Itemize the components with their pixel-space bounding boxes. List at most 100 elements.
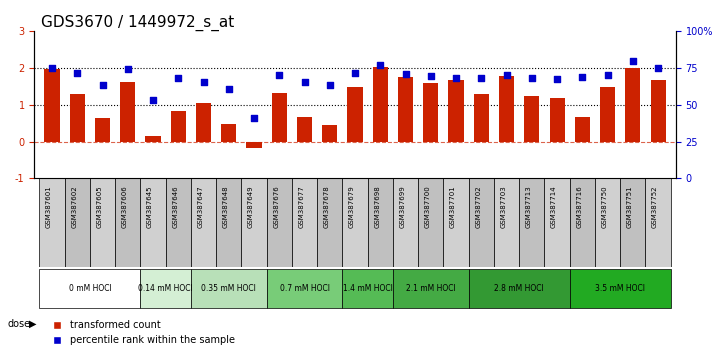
Bar <box>44 69 60 142</box>
Bar <box>146 136 161 142</box>
Point <box>501 72 513 78</box>
Text: dose: dose <box>7 319 31 329</box>
Point <box>173 75 184 81</box>
Bar <box>272 93 287 142</box>
Bar <box>499 76 514 142</box>
Text: 0 mM HOCl: 0 mM HOCl <box>68 284 111 293</box>
Bar <box>625 68 641 142</box>
Point <box>374 62 386 68</box>
Text: GSM387601: GSM387601 <box>46 185 52 228</box>
Text: GSM387676: GSM387676 <box>273 185 280 228</box>
Text: GSM387713: GSM387713 <box>526 185 532 228</box>
Text: GSM387716: GSM387716 <box>577 185 582 228</box>
FancyBboxPatch shape <box>469 269 570 308</box>
FancyBboxPatch shape <box>342 269 393 308</box>
Text: GSM387699: GSM387699 <box>400 185 405 228</box>
FancyBboxPatch shape <box>266 178 292 267</box>
Bar <box>524 96 539 142</box>
Point <box>122 66 134 72</box>
Bar <box>600 87 615 142</box>
Text: GSM387751: GSM387751 <box>627 185 633 228</box>
Text: 0.35 mM HOCl: 0.35 mM HOCl <box>202 284 256 293</box>
Bar <box>70 94 85 142</box>
Bar <box>651 80 665 142</box>
FancyBboxPatch shape <box>266 269 342 308</box>
Bar <box>347 87 363 142</box>
FancyBboxPatch shape <box>469 178 494 267</box>
Text: GSM387702: GSM387702 <box>475 185 481 228</box>
FancyBboxPatch shape <box>545 178 570 267</box>
FancyBboxPatch shape <box>393 178 418 267</box>
Text: 0.7 mM HOCl: 0.7 mM HOCl <box>280 284 330 293</box>
Point <box>198 79 210 85</box>
FancyBboxPatch shape <box>418 178 443 267</box>
Bar <box>297 117 312 142</box>
Text: GSM387605: GSM387605 <box>97 185 103 228</box>
Text: 3.5 mM HOCl: 3.5 mM HOCl <box>596 284 645 293</box>
Text: GSM387700: GSM387700 <box>425 185 431 228</box>
FancyBboxPatch shape <box>39 178 65 267</box>
Text: GSM387602: GSM387602 <box>71 185 77 228</box>
FancyBboxPatch shape <box>292 178 317 267</box>
Point <box>324 82 336 88</box>
Point <box>71 71 83 76</box>
Point <box>248 115 260 121</box>
Legend: transformed count, percentile rank within the sample: transformed count, percentile rank withi… <box>49 316 239 349</box>
Bar <box>474 94 489 142</box>
Text: 1.4 mM HOCl: 1.4 mM HOCl <box>343 284 392 293</box>
Point <box>298 79 310 85</box>
Text: GSM387677: GSM387677 <box>298 185 304 228</box>
FancyBboxPatch shape <box>216 178 242 267</box>
FancyBboxPatch shape <box>342 178 368 267</box>
Point <box>627 58 638 63</box>
Point <box>551 76 563 82</box>
Text: GSM387750: GSM387750 <box>601 185 608 228</box>
Text: GSM387714: GSM387714 <box>551 185 557 228</box>
Text: GSM387678: GSM387678 <box>324 185 330 228</box>
FancyBboxPatch shape <box>141 178 166 267</box>
Point <box>526 75 538 81</box>
Bar <box>373 67 388 142</box>
FancyBboxPatch shape <box>141 269 191 308</box>
FancyBboxPatch shape <box>595 178 620 267</box>
FancyBboxPatch shape <box>65 178 90 267</box>
FancyBboxPatch shape <box>620 178 646 267</box>
Text: GSM387703: GSM387703 <box>501 185 507 228</box>
Bar <box>423 83 438 142</box>
Point <box>147 97 159 103</box>
FancyBboxPatch shape <box>368 178 393 267</box>
Bar <box>550 98 565 142</box>
Bar <box>95 118 110 142</box>
Bar <box>196 103 211 142</box>
Bar <box>448 80 464 142</box>
Point <box>349 70 361 76</box>
FancyBboxPatch shape <box>115 178 141 267</box>
FancyBboxPatch shape <box>191 269 266 308</box>
Bar <box>247 142 261 148</box>
Text: 2.1 mM HOCl: 2.1 mM HOCl <box>406 284 456 293</box>
FancyBboxPatch shape <box>242 178 266 267</box>
Bar <box>120 81 135 142</box>
Text: GSM387752: GSM387752 <box>652 185 658 228</box>
Bar <box>221 124 237 142</box>
Point <box>577 74 588 80</box>
Text: 0.14 mM HOCl: 0.14 mM HOCl <box>138 284 193 293</box>
Point <box>602 72 614 78</box>
FancyBboxPatch shape <box>166 178 191 267</box>
FancyBboxPatch shape <box>494 178 519 267</box>
Text: GDS3670 / 1449972_s_at: GDS3670 / 1449972_s_at <box>41 15 234 31</box>
FancyBboxPatch shape <box>646 178 670 267</box>
Text: GSM387679: GSM387679 <box>349 185 355 228</box>
Text: GSM387648: GSM387648 <box>223 185 229 228</box>
Point <box>400 72 411 77</box>
FancyBboxPatch shape <box>570 269 670 308</box>
Text: GSM387649: GSM387649 <box>248 185 254 228</box>
Point <box>425 74 437 79</box>
FancyBboxPatch shape <box>39 269 141 308</box>
Text: GSM387606: GSM387606 <box>122 185 128 228</box>
Point <box>46 65 58 71</box>
Point <box>274 72 285 78</box>
Point <box>223 86 234 92</box>
Bar <box>323 125 337 142</box>
FancyBboxPatch shape <box>393 269 469 308</box>
